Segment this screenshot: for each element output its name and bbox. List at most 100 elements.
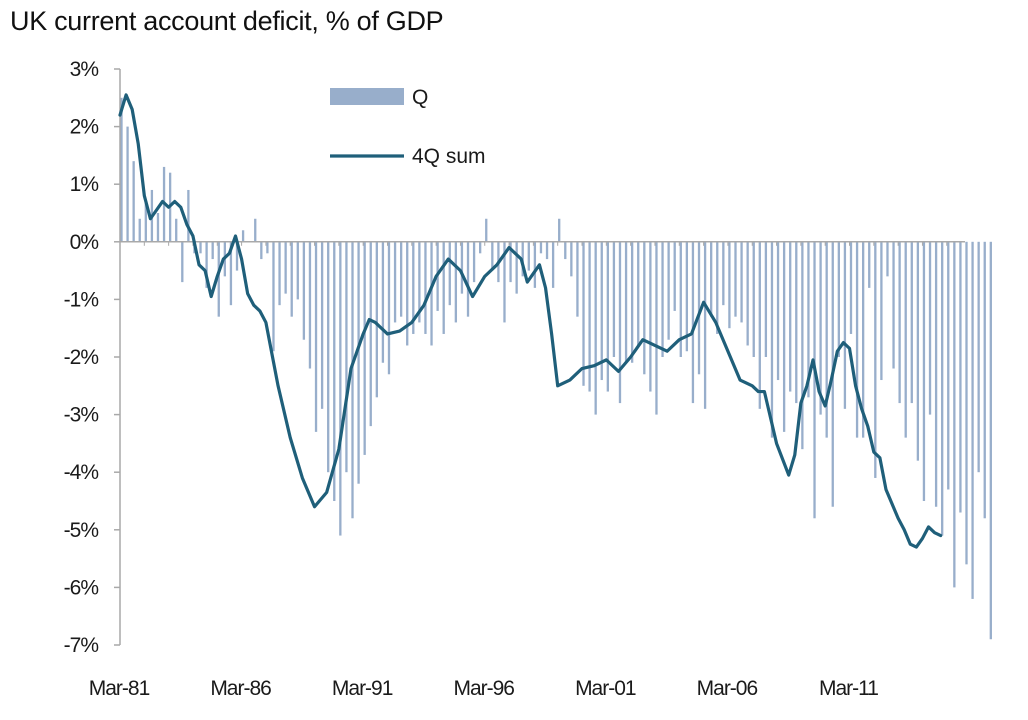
bar-q (722, 241, 725, 306)
bar-q (716, 241, 719, 334)
bar-q (430, 241, 433, 346)
bar-q (649, 241, 652, 392)
bar-q (661, 241, 664, 357)
bar-q (460, 241, 464, 294)
y-tick-label: 1% (70, 173, 99, 196)
bar-q (181, 241, 184, 283)
bar-q (685, 241, 689, 352)
bar-q (710, 241, 713, 317)
bar-q (126, 126, 129, 242)
y-tick-label: -3% (64, 404, 99, 427)
bar-q (515, 241, 518, 294)
bar-q (138, 218, 141, 242)
bar-q (466, 241, 470, 317)
bar-q (144, 201, 147, 242)
bar-q (448, 241, 451, 306)
y-tick-label: -1% (64, 288, 99, 311)
bar-q (734, 241, 737, 317)
bar-q (837, 241, 840, 357)
y-tick-label: -7% (64, 634, 99, 657)
bar-q (910, 241, 913, 404)
bar-q (928, 241, 932, 415)
bar-series-q (120, 97, 992, 640)
bar-q (491, 241, 494, 271)
x-tick-label: Mar-06 (697, 677, 758, 700)
bar-q (351, 241, 354, 519)
bar-q (770, 241, 774, 438)
bar-q (472, 241, 476, 283)
bar-q (807, 241, 810, 398)
bar-q (308, 241, 312, 369)
bar-q (412, 241, 415, 334)
bar-q (965, 241, 968, 565)
bar-q (327, 241, 330, 473)
bar-q (874, 241, 877, 478)
bar-q (886, 241, 889, 277)
bar-q (381, 241, 385, 363)
bar-q (825, 241, 828, 438)
bar-q (345, 241, 348, 473)
bar-q (947, 241, 950, 490)
bar-q (746, 241, 749, 346)
bar-q (813, 241, 816, 519)
y-axis-ticks: 3% 2% 1% 0% -1% -2% -3% -4% -5% -6% -7% (64, 58, 100, 657)
bar-q (302, 241, 306, 340)
bar-q (703, 241, 707, 409)
bar-q (442, 241, 445, 334)
bar-q (667, 241, 670, 340)
bar-q (989, 241, 992, 640)
bar-q (637, 241, 640, 346)
bar-q (776, 241, 780, 381)
y-tick-label: -5% (64, 519, 99, 542)
x-tick-label: Mar-91 (332, 677, 393, 700)
y-tick-label: 2% (70, 116, 99, 139)
bar-q (570, 241, 573, 277)
bar-q (241, 230, 245, 242)
bar-q (795, 241, 798, 404)
bar-q (363, 241, 366, 455)
bar-q (266, 241, 269, 254)
bar-q (941, 241, 944, 536)
bar-q (175, 218, 178, 242)
bar-q (782, 241, 786, 432)
x-axis-ticks: Mar-81 Mar-86 Mar-91 Mar-96 Mar-01 Mar-06 Mar-… (89, 677, 880, 700)
bar-q (934, 241, 938, 507)
x-tick-label: Mar-11 (819, 677, 878, 700)
bar-q (594, 241, 597, 415)
bar-q (479, 241, 482, 254)
bar-q (260, 241, 263, 260)
bar-q (254, 218, 257, 242)
bar-q (296, 241, 299, 300)
bar-q (600, 241, 603, 381)
bar-q (333, 241, 336, 502)
bar-q (278, 241, 281, 306)
bar-q (375, 241, 378, 398)
bar-q (959, 241, 962, 513)
line-series-4q-sum (118, 93, 943, 549)
line-4q-sum (118, 93, 943, 549)
bar-q (916, 241, 920, 461)
bar-q (503, 241, 506, 323)
legend-swatch-q (330, 88, 404, 105)
bar-q (284, 241, 287, 294)
bar-q (582, 241, 585, 386)
bar-q (953, 241, 956, 588)
bar-q (399, 241, 403, 317)
bar-q (357, 241, 360, 484)
y-tick-label: -2% (64, 346, 99, 369)
bar-q (679, 241, 682, 357)
bar-q (229, 241, 233, 306)
bar-q (588, 241, 591, 392)
bar-q (612, 241, 616, 357)
bar-q (558, 218, 561, 242)
bar-q (606, 241, 609, 392)
axes (114, 68, 965, 646)
bar-q (898, 241, 901, 404)
bar-q (697, 241, 701, 375)
bar-q (922, 241, 926, 502)
bar-q (539, 241, 543, 254)
bar-q (564, 241, 567, 260)
bar-q (454, 241, 458, 323)
legend: Q 4Q sum (330, 86, 486, 168)
